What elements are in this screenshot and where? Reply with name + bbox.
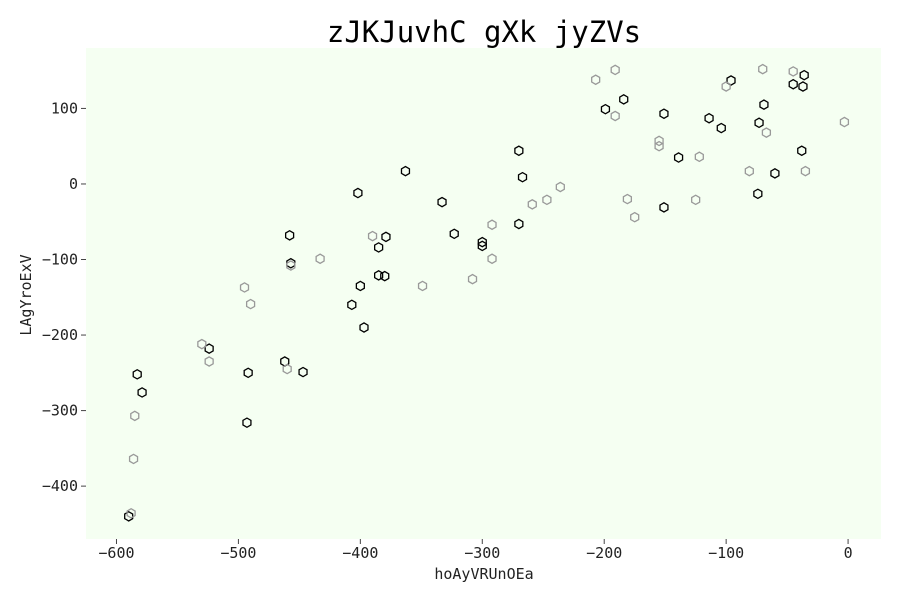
data-point [373, 242, 384, 253]
y-tick-label: 0 [69, 175, 78, 193]
data-point [242, 417, 252, 429]
data-point [137, 387, 147, 398]
data-point [477, 236, 487, 248]
data-point [542, 194, 552, 206]
x-axis-label: hoAyVRUnOEa [434, 565, 533, 583]
plot-background [86, 48, 881, 539]
data-point [286, 260, 296, 271]
data-point [788, 66, 798, 77]
data-point [487, 253, 497, 265]
data-point [759, 99, 769, 111]
data-point [659, 108, 669, 120]
data-point [704, 112, 714, 124]
x-tick-label: −100 [708, 544, 744, 562]
data-point [380, 270, 390, 282]
data-point [514, 145, 524, 157]
data-point [753, 188, 763, 200]
data-point [800, 165, 811, 177]
data-point [130, 410, 140, 422]
y-axis-ticks: −400 −300 −200 −100 0 100 [42, 99, 86, 495]
data-point [673, 152, 684, 163]
data-point [355, 280, 365, 292]
data-point [487, 219, 497, 231]
series-2 [126, 63, 850, 519]
data-point [517, 171, 528, 183]
data-point [721, 81, 731, 92]
data-point [798, 81, 808, 92]
data-point [770, 168, 780, 179]
data-point [694, 151, 704, 163]
data-point [659, 202, 669, 213]
data-point [630, 211, 640, 223]
data-point [758, 63, 768, 75]
data-point [691, 194, 701, 206]
data-point [716, 122, 726, 134]
data-point [449, 228, 459, 240]
data-point [610, 64, 620, 76]
data-point [417, 280, 428, 292]
data-point [126, 507, 136, 519]
data-point [437, 196, 447, 208]
data-point [799, 69, 809, 81]
y-tick-label: −300 [42, 402, 78, 420]
x-tick-label: −400 [342, 544, 378, 562]
data-point [622, 193, 633, 205]
y-tick-label: −400 [42, 477, 78, 495]
data-point [284, 229, 295, 241]
data-point [555, 181, 565, 193]
data-point [243, 367, 253, 379]
data-point [367, 230, 378, 242]
data-point [124, 510, 134, 522]
x-tick-label: −600 [98, 544, 134, 562]
data-point [610, 110, 620, 122]
series-1 [124, 69, 809, 522]
data-point [754, 117, 764, 129]
x-tick-label: −200 [586, 544, 622, 562]
y-tick-label: 100 [51, 99, 78, 117]
data-point [600, 103, 611, 115]
x-tick-label: 0 [844, 544, 853, 562]
data-point [298, 366, 308, 378]
data-point [381, 231, 391, 243]
data-point [619, 94, 629, 105]
data-point [245, 298, 256, 310]
data-point [282, 363, 292, 375]
data-point [797, 145, 807, 157]
data-point [726, 75, 736, 86]
scatter-points [124, 63, 850, 522]
data-point [654, 135, 664, 147]
data-point [132, 368, 142, 380]
x-tick-label: −500 [220, 544, 256, 562]
data-point [514, 218, 524, 230]
y-tick-label: −200 [42, 326, 78, 344]
data-point [467, 273, 478, 285]
data-point [400, 165, 411, 177]
data-point [286, 257, 296, 269]
y-axis-label: LAgYroExV [17, 254, 35, 335]
y-tick-label: −100 [42, 251, 78, 269]
data-point [353, 187, 363, 199]
x-axis-ticks: −600 −500 −400 −300 −200 −100 0 [98, 539, 853, 562]
x-tick-label: −300 [464, 544, 500, 562]
data-point [761, 127, 772, 138]
data-point [204, 356, 214, 367]
data-point [788, 78, 798, 90]
data-point [197, 338, 207, 350]
data-point [744, 165, 754, 177]
data-point [591, 74, 601, 86]
data-point [239, 282, 250, 293]
chart-title: zJKJuvhC gXk jyZVs [327, 15, 641, 49]
data-point [347, 299, 357, 311]
data-point [315, 253, 325, 265]
data-point [128, 453, 139, 465]
data-point [527, 199, 537, 210]
data-point [359, 322, 369, 333]
data-point [839, 116, 850, 128]
